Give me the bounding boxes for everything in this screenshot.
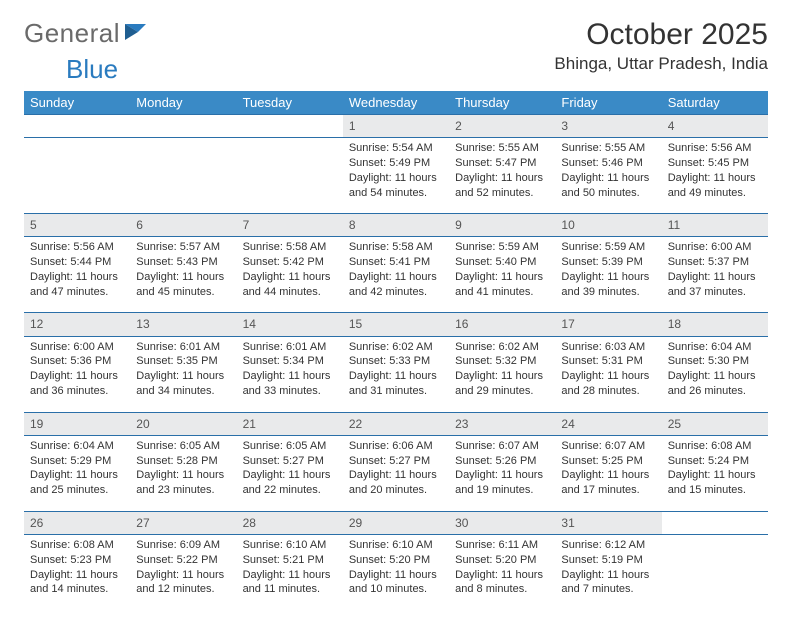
day-info: Sunrise: 6:01 AM Sunset: 5:35 PM Dayligh… xyxy=(130,336,236,412)
day-number: 19 xyxy=(24,412,130,435)
day-number: 17 xyxy=(555,313,661,336)
day-number: 21 xyxy=(237,412,343,435)
day-info: Sunrise: 6:08 AM Sunset: 5:24 PM Dayligh… xyxy=(662,435,768,511)
day-info: Sunrise: 5:58 AM Sunset: 5:41 PM Dayligh… xyxy=(343,237,449,313)
day-number: 13 xyxy=(130,313,236,336)
day-info: Sunrise: 5:57 AM Sunset: 5:43 PM Dayligh… xyxy=(130,237,236,313)
brand-logo: General xyxy=(24,18,152,49)
col-thursday: Thursday xyxy=(449,91,555,115)
calendar-body: 1234Sunrise: 5:54 AM Sunset: 5:49 PM Day… xyxy=(24,115,768,610)
day-info: Sunrise: 6:11 AM Sunset: 5:20 PM Dayligh… xyxy=(449,534,555,610)
day-info: Sunrise: 5:59 AM Sunset: 5:39 PM Dayligh… xyxy=(555,237,661,313)
day-number: 2 xyxy=(449,115,555,138)
info-row: Sunrise: 6:04 AM Sunset: 5:29 PM Dayligh… xyxy=(24,435,768,511)
day-number: 8 xyxy=(343,214,449,237)
day-number: 5 xyxy=(24,214,130,237)
day-number: 7 xyxy=(237,214,343,237)
day-info: Sunrise: 5:55 AM Sunset: 5:46 PM Dayligh… xyxy=(555,138,661,214)
day-number: 26 xyxy=(24,511,130,534)
day-info: Sunrise: 5:54 AM Sunset: 5:49 PM Dayligh… xyxy=(343,138,449,214)
title-block: October 2025 Bhinga, Uttar Pradesh, Indi… xyxy=(554,18,768,74)
day-number: 28 xyxy=(237,511,343,534)
day-info: Sunrise: 6:10 AM Sunset: 5:20 PM Dayligh… xyxy=(343,534,449,610)
day-number: 16 xyxy=(449,313,555,336)
day-number: 6 xyxy=(130,214,236,237)
day-info xyxy=(130,138,236,214)
day-info xyxy=(662,534,768,610)
day-number: 14 xyxy=(237,313,343,336)
daynum-row: 262728293031 xyxy=(24,511,768,534)
day-info: Sunrise: 6:02 AM Sunset: 5:33 PM Dayligh… xyxy=(343,336,449,412)
info-row: Sunrise: 6:00 AM Sunset: 5:36 PM Dayligh… xyxy=(24,336,768,412)
calendar-page: General October 2025 Bhinga, Uttar Prade… xyxy=(0,0,792,628)
col-wednesday: Wednesday xyxy=(343,91,449,115)
day-info: Sunrise: 6:00 AM Sunset: 5:37 PM Dayligh… xyxy=(662,237,768,313)
day-info: Sunrise: 6:05 AM Sunset: 5:27 PM Dayligh… xyxy=(237,435,343,511)
day-number xyxy=(662,511,768,534)
weekday-header-row: Sunday Monday Tuesday Wednesday Thursday… xyxy=(24,91,768,115)
calendar-table: Sunday Monday Tuesday Wednesday Thursday… xyxy=(24,91,768,610)
day-info: Sunrise: 6:07 AM Sunset: 5:25 PM Dayligh… xyxy=(555,435,661,511)
day-number: 25 xyxy=(662,412,768,435)
day-number: 31 xyxy=(555,511,661,534)
day-info: Sunrise: 6:12 AM Sunset: 5:19 PM Dayligh… xyxy=(555,534,661,610)
day-info: Sunrise: 6:01 AM Sunset: 5:34 PM Dayligh… xyxy=(237,336,343,412)
day-number: 27 xyxy=(130,511,236,534)
daynum-row: 1234 xyxy=(24,115,768,138)
page-title: October 2025 xyxy=(554,18,768,52)
day-info: Sunrise: 5:55 AM Sunset: 5:47 PM Dayligh… xyxy=(449,138,555,214)
day-number: 3 xyxy=(555,115,661,138)
day-info: Sunrise: 5:56 AM Sunset: 5:44 PM Dayligh… xyxy=(24,237,130,313)
day-info: Sunrise: 5:59 AM Sunset: 5:40 PM Dayligh… xyxy=(449,237,555,313)
day-number xyxy=(237,115,343,138)
col-saturday: Saturday xyxy=(662,91,768,115)
day-number: 23 xyxy=(449,412,555,435)
day-number: 10 xyxy=(555,214,661,237)
day-info xyxy=(237,138,343,214)
brand-flag-icon xyxy=(120,18,152,49)
day-number: 15 xyxy=(343,313,449,336)
day-number: 18 xyxy=(662,313,768,336)
brand-part2: Blue xyxy=(66,54,118,85)
col-sunday: Sunday xyxy=(24,91,130,115)
day-number: 11 xyxy=(662,214,768,237)
day-number: 4 xyxy=(662,115,768,138)
day-info: Sunrise: 6:04 AM Sunset: 5:29 PM Dayligh… xyxy=(24,435,130,511)
col-friday: Friday xyxy=(555,91,661,115)
day-info: Sunrise: 6:05 AM Sunset: 5:28 PM Dayligh… xyxy=(130,435,236,511)
day-info: Sunrise: 6:06 AM Sunset: 5:27 PM Dayligh… xyxy=(343,435,449,511)
day-info: Sunrise: 5:56 AM Sunset: 5:45 PM Dayligh… xyxy=(662,138,768,214)
day-number: 24 xyxy=(555,412,661,435)
brand-part1: General xyxy=(24,18,120,49)
day-number: 12 xyxy=(24,313,130,336)
day-info: Sunrise: 6:00 AM Sunset: 5:36 PM Dayligh… xyxy=(24,336,130,412)
day-info: Sunrise: 6:10 AM Sunset: 5:21 PM Dayligh… xyxy=(237,534,343,610)
day-info: Sunrise: 6:03 AM Sunset: 5:31 PM Dayligh… xyxy=(555,336,661,412)
day-number: 9 xyxy=(449,214,555,237)
daynum-row: 12131415161718 xyxy=(24,313,768,336)
day-info: Sunrise: 5:58 AM Sunset: 5:42 PM Dayligh… xyxy=(237,237,343,313)
day-number xyxy=(130,115,236,138)
location-subtitle: Bhinga, Uttar Pradesh, India xyxy=(554,54,768,74)
day-number xyxy=(24,115,130,138)
col-monday: Monday xyxy=(130,91,236,115)
info-row: Sunrise: 5:54 AM Sunset: 5:49 PM Dayligh… xyxy=(24,138,768,214)
day-info xyxy=(24,138,130,214)
day-info: Sunrise: 6:04 AM Sunset: 5:30 PM Dayligh… xyxy=(662,336,768,412)
day-info: Sunrise: 6:07 AM Sunset: 5:26 PM Dayligh… xyxy=(449,435,555,511)
day-number: 29 xyxy=(343,511,449,534)
col-tuesday: Tuesday xyxy=(237,91,343,115)
day-number: 20 xyxy=(130,412,236,435)
day-number: 22 xyxy=(343,412,449,435)
info-row: Sunrise: 6:08 AM Sunset: 5:23 PM Dayligh… xyxy=(24,534,768,610)
info-row: Sunrise: 5:56 AM Sunset: 5:44 PM Dayligh… xyxy=(24,237,768,313)
daynum-row: 19202122232425 xyxy=(24,412,768,435)
day-number: 1 xyxy=(343,115,449,138)
daynum-row: 567891011 xyxy=(24,214,768,237)
day-number: 30 xyxy=(449,511,555,534)
day-info: Sunrise: 6:02 AM Sunset: 5:32 PM Dayligh… xyxy=(449,336,555,412)
day-info: Sunrise: 6:08 AM Sunset: 5:23 PM Dayligh… xyxy=(24,534,130,610)
day-info: Sunrise: 6:09 AM Sunset: 5:22 PM Dayligh… xyxy=(130,534,236,610)
